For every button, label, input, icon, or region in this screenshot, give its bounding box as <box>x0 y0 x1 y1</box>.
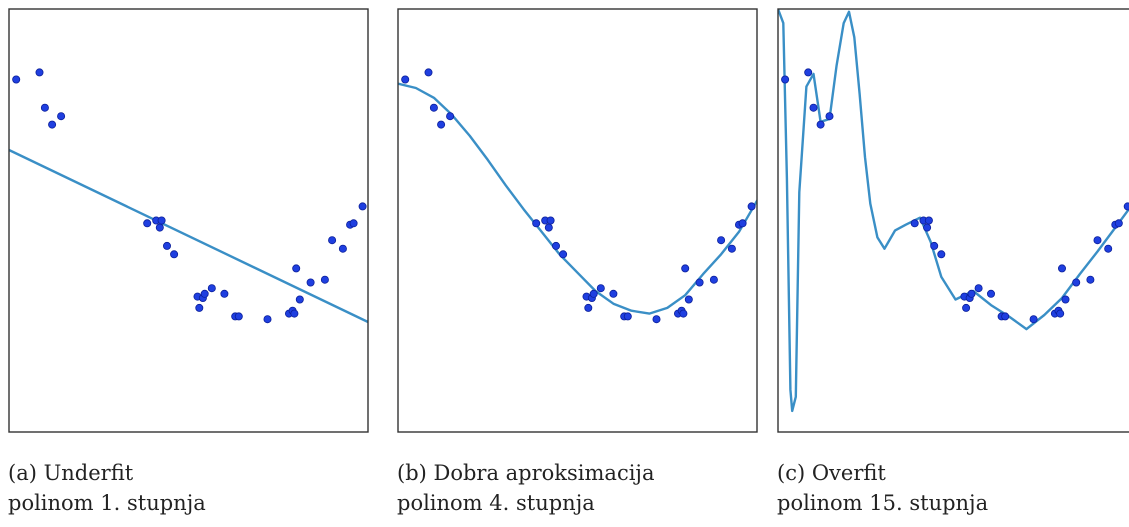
data-point <box>57 112 66 121</box>
plot-frame-b <box>397 8 758 433</box>
data-point <box>709 275 718 284</box>
caption-c-title: (c) Overfit <box>777 461 886 485</box>
caption-b-title: (b) Dobra aproksimacija <box>397 461 655 485</box>
data-point <box>349 219 358 228</box>
data-point <box>609 289 618 298</box>
data-point <box>910 219 919 228</box>
data-point <box>424 68 433 77</box>
data-point <box>1086 275 1095 284</box>
data-point <box>401 75 410 84</box>
data-point <box>437 120 446 129</box>
fit-curve-c <box>778 9 1129 413</box>
data-point <box>695 278 704 287</box>
data-point <box>200 289 209 298</box>
data-point <box>234 312 243 321</box>
data-point <box>157 216 166 225</box>
data-point <box>781 75 790 84</box>
data-point <box>40 103 49 112</box>
data-point <box>1104 244 1113 253</box>
data-point <box>809 103 818 112</box>
data-point <box>195 303 204 312</box>
data-point <box>596 284 605 293</box>
data-point <box>825 112 834 121</box>
data-point <box>681 264 690 273</box>
data-point <box>738 219 747 228</box>
data-point <box>446 112 455 121</box>
plot-frame-c <box>777 8 1129 433</box>
data-point <box>338 244 347 253</box>
data-point <box>320 275 329 284</box>
caption-c-sub: polinom 15. stupnja <box>777 491 989 515</box>
data-point <box>48 120 57 129</box>
caption-b-sub: polinom 4. stupnja <box>397 491 595 515</box>
data-point <box>162 241 171 250</box>
data-point <box>1061 295 1070 304</box>
data-point <box>584 303 593 312</box>
data-point <box>1123 202 1129 211</box>
data-point <box>292 264 301 273</box>
data-point <box>263 315 272 324</box>
data-point <box>923 223 932 232</box>
data-point <box>962 303 971 312</box>
plot-area-c <box>778 9 1129 413</box>
caption-a-sub: polinom 1. stupnja <box>8 491 206 515</box>
data-point <box>1029 315 1038 324</box>
data-point <box>684 295 693 304</box>
data-point <box>544 223 553 232</box>
plot-area-a <box>9 68 368 324</box>
data-point <box>358 202 367 211</box>
data-point <box>987 289 996 298</box>
data-point <box>143 219 152 228</box>
data-point <box>290 309 299 318</box>
data-point <box>295 295 304 304</box>
data-point <box>589 289 598 298</box>
data-point <box>155 223 164 232</box>
data-point <box>717 236 726 245</box>
data-point <box>623 312 632 321</box>
data-point <box>930 241 939 250</box>
data-point <box>1056 309 1065 318</box>
data-point <box>532 219 541 228</box>
fit-curve-a <box>9 148 368 324</box>
data-point <box>804 68 813 77</box>
caption-b: (b) Dobra aproksimacija polinom 4. stupn… <box>397 458 654 518</box>
data-point <box>974 284 983 293</box>
data-point <box>652 315 661 324</box>
data-point <box>1058 264 1067 273</box>
data-point <box>559 250 568 259</box>
data-point <box>328 236 337 245</box>
data-point <box>816 120 825 129</box>
data-point <box>170 250 179 259</box>
data-point <box>924 216 933 225</box>
data-point <box>727 244 736 253</box>
data-point <box>429 103 438 112</box>
caption-c: (c) Overfit polinom 15. stupnja <box>777 458 988 518</box>
data-point <box>552 241 561 250</box>
data-point <box>207 284 216 293</box>
data-point <box>306 278 315 287</box>
caption-a: (a) Underfit polinom 1. stupnja <box>8 458 206 518</box>
data-point <box>937 250 946 259</box>
data-point <box>967 289 976 298</box>
data-point <box>679 309 688 318</box>
caption-a-title: (a) Underfit <box>8 461 134 485</box>
data-point <box>35 68 44 77</box>
plot-area-b <box>398 68 757 324</box>
data-point <box>747 202 756 211</box>
data-point <box>12 75 21 84</box>
data-point <box>220 289 229 298</box>
data-point <box>546 216 555 225</box>
data-point <box>1093 236 1102 245</box>
plot-frame-a <box>8 8 369 433</box>
data-point <box>1114 219 1123 228</box>
data-point <box>1001 312 1010 321</box>
data-point <box>1072 278 1081 287</box>
